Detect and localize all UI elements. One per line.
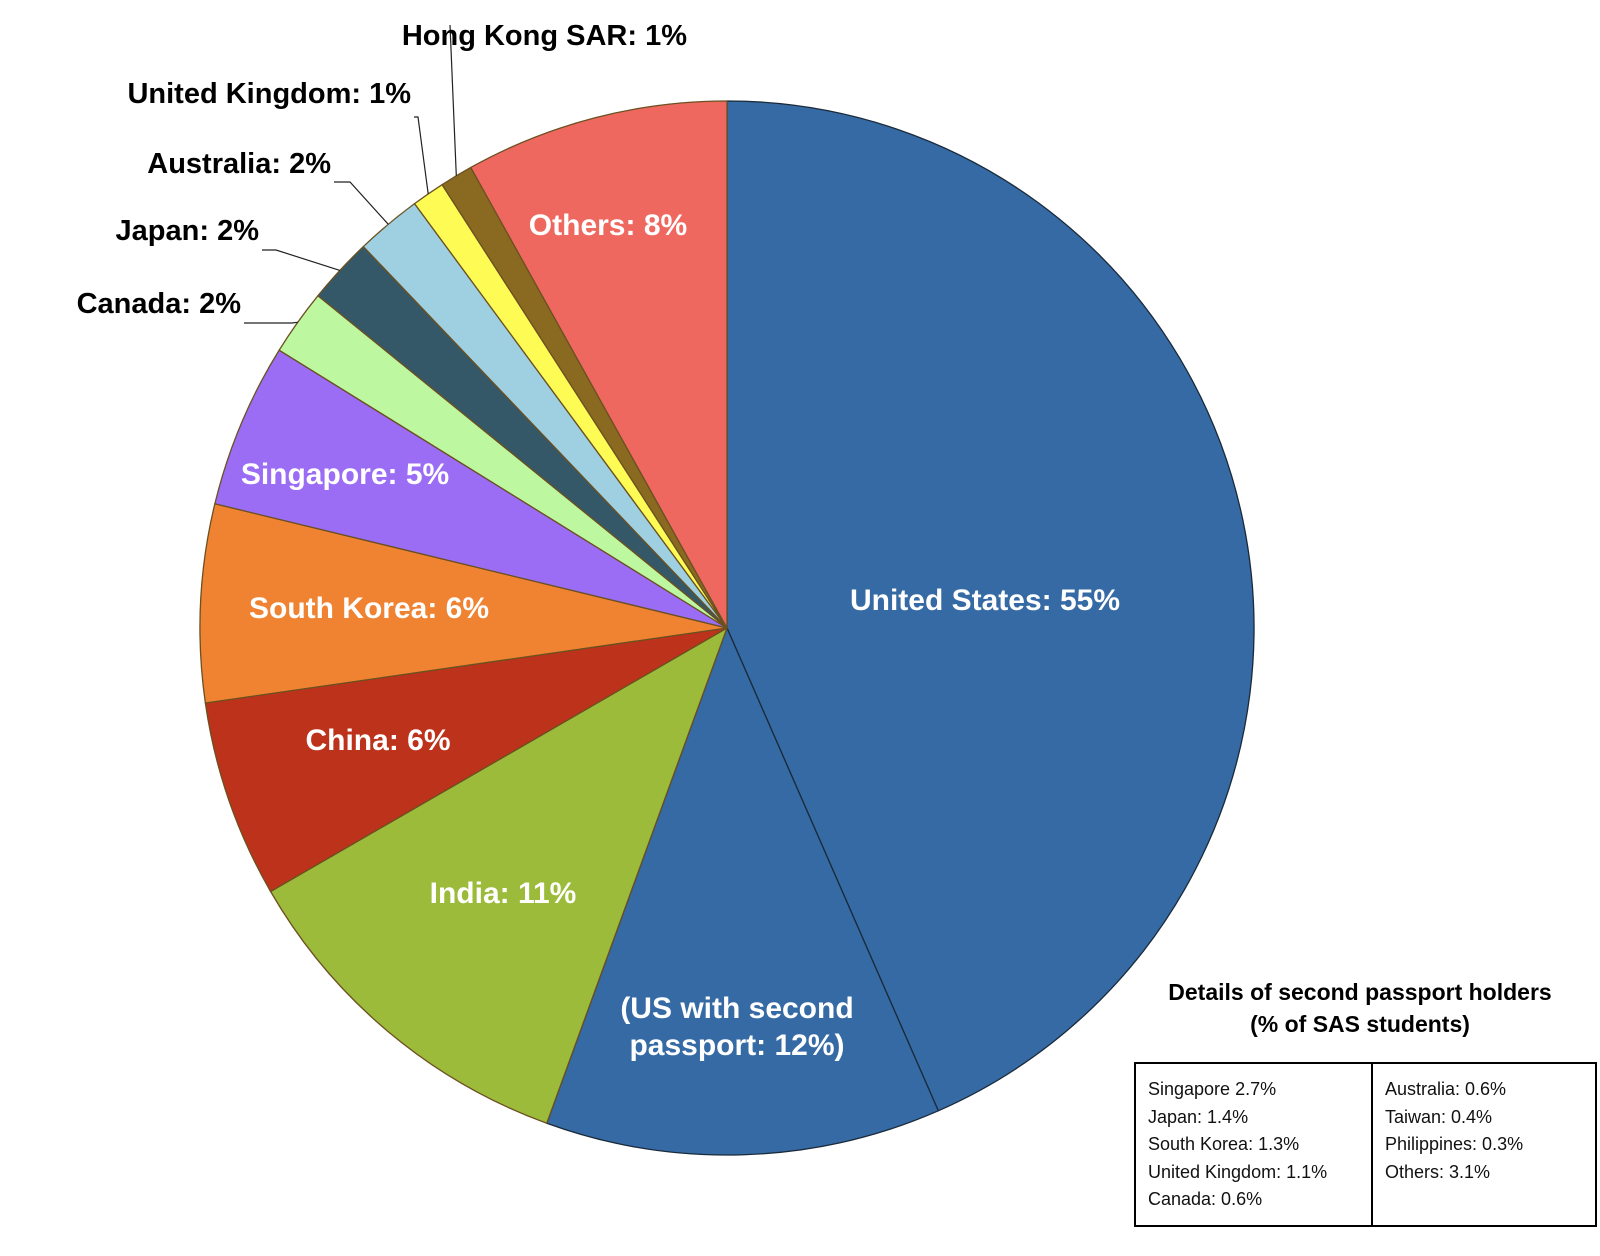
slice-label-japan-2: Japan: 2% xyxy=(116,215,260,247)
slice-labels: United States: 55% (US with second passpor… xyxy=(77,20,1120,1062)
details-item: United Kingdom: 1.1% xyxy=(1148,1161,1328,1182)
slice-label-us-with-second-passport-12: (US with second passport: 12%) xyxy=(620,992,853,1062)
details-item: Canada: 0.6% xyxy=(1148,1189,1263,1209)
slice-label-others-8: Others: 8% xyxy=(529,209,687,242)
slice-label-singapore-5: Singapore: 5% xyxy=(241,458,449,491)
details-title-line1: Details of second passport holders xyxy=(1168,979,1552,1005)
details-item: Australia: 0.6% xyxy=(1385,1079,1507,1099)
slice-us-with-second-passport-12 xyxy=(546,627,939,1156)
details-item: South Korea: 1.3% xyxy=(1148,1134,1300,1154)
details-item: Philippines: 0.3% xyxy=(1385,1134,1524,1154)
slice-label-south-korea-6: South Korea: 6% xyxy=(249,592,489,625)
details-title-line2: (% of SAS students) xyxy=(1250,1011,1470,1037)
leader-hong-kong-sar-1 xyxy=(449,24,457,176)
details-item: Others: 3.1% xyxy=(1385,1161,1491,1182)
details-table: Singapore 2.7% Japan: 1.4% South Korea: … xyxy=(1134,1062,1597,1227)
slice-label-australia-2: Australia: 2% xyxy=(147,148,331,180)
slice-united-states-55 xyxy=(726,100,1255,1112)
slice-singapore-5 xyxy=(214,349,728,629)
slice-label-united-states-55: United States: 55% xyxy=(850,584,1120,617)
slice-label-india-11: India: 11% xyxy=(430,877,577,910)
details-title: Details of second passport holders (% of… xyxy=(1110,976,1600,1040)
details-item: Taiwan: 0.4% xyxy=(1385,1106,1493,1127)
leader-united-kingdom-1 xyxy=(414,116,429,194)
leader-lines xyxy=(244,24,457,324)
slice-label-canada-2: Canada: 2% xyxy=(77,288,242,320)
slice-china-6 xyxy=(204,627,728,893)
details-item: Singapore 2.7% xyxy=(1148,1079,1277,1099)
slice-label-hong-kong-sar-1: Hong Kong SAR: 1% xyxy=(402,20,687,52)
slice-south-korea-6 xyxy=(199,503,728,704)
slice-others-8 xyxy=(470,100,728,629)
details-item: Japan: 1.4% xyxy=(1148,1106,1249,1127)
slice-label-china-6: China: 6% xyxy=(305,724,450,757)
leader-japan-2 xyxy=(262,249,341,271)
details-left-column: Singapore 2.7% Japan: 1.4% South Korea: … xyxy=(1136,1064,1373,1225)
leader-australia-2 xyxy=(334,181,389,225)
details-right-column: Australia: 0.6% Taiwan: 0.4% Philippines… xyxy=(1373,1064,1595,1225)
pie-slices xyxy=(199,100,1255,1156)
slice-india-11 xyxy=(269,627,728,1124)
slice-label-united-kingdom-1: United Kingdom: 1% xyxy=(127,78,411,110)
leader-canada-2 xyxy=(244,321,298,324)
